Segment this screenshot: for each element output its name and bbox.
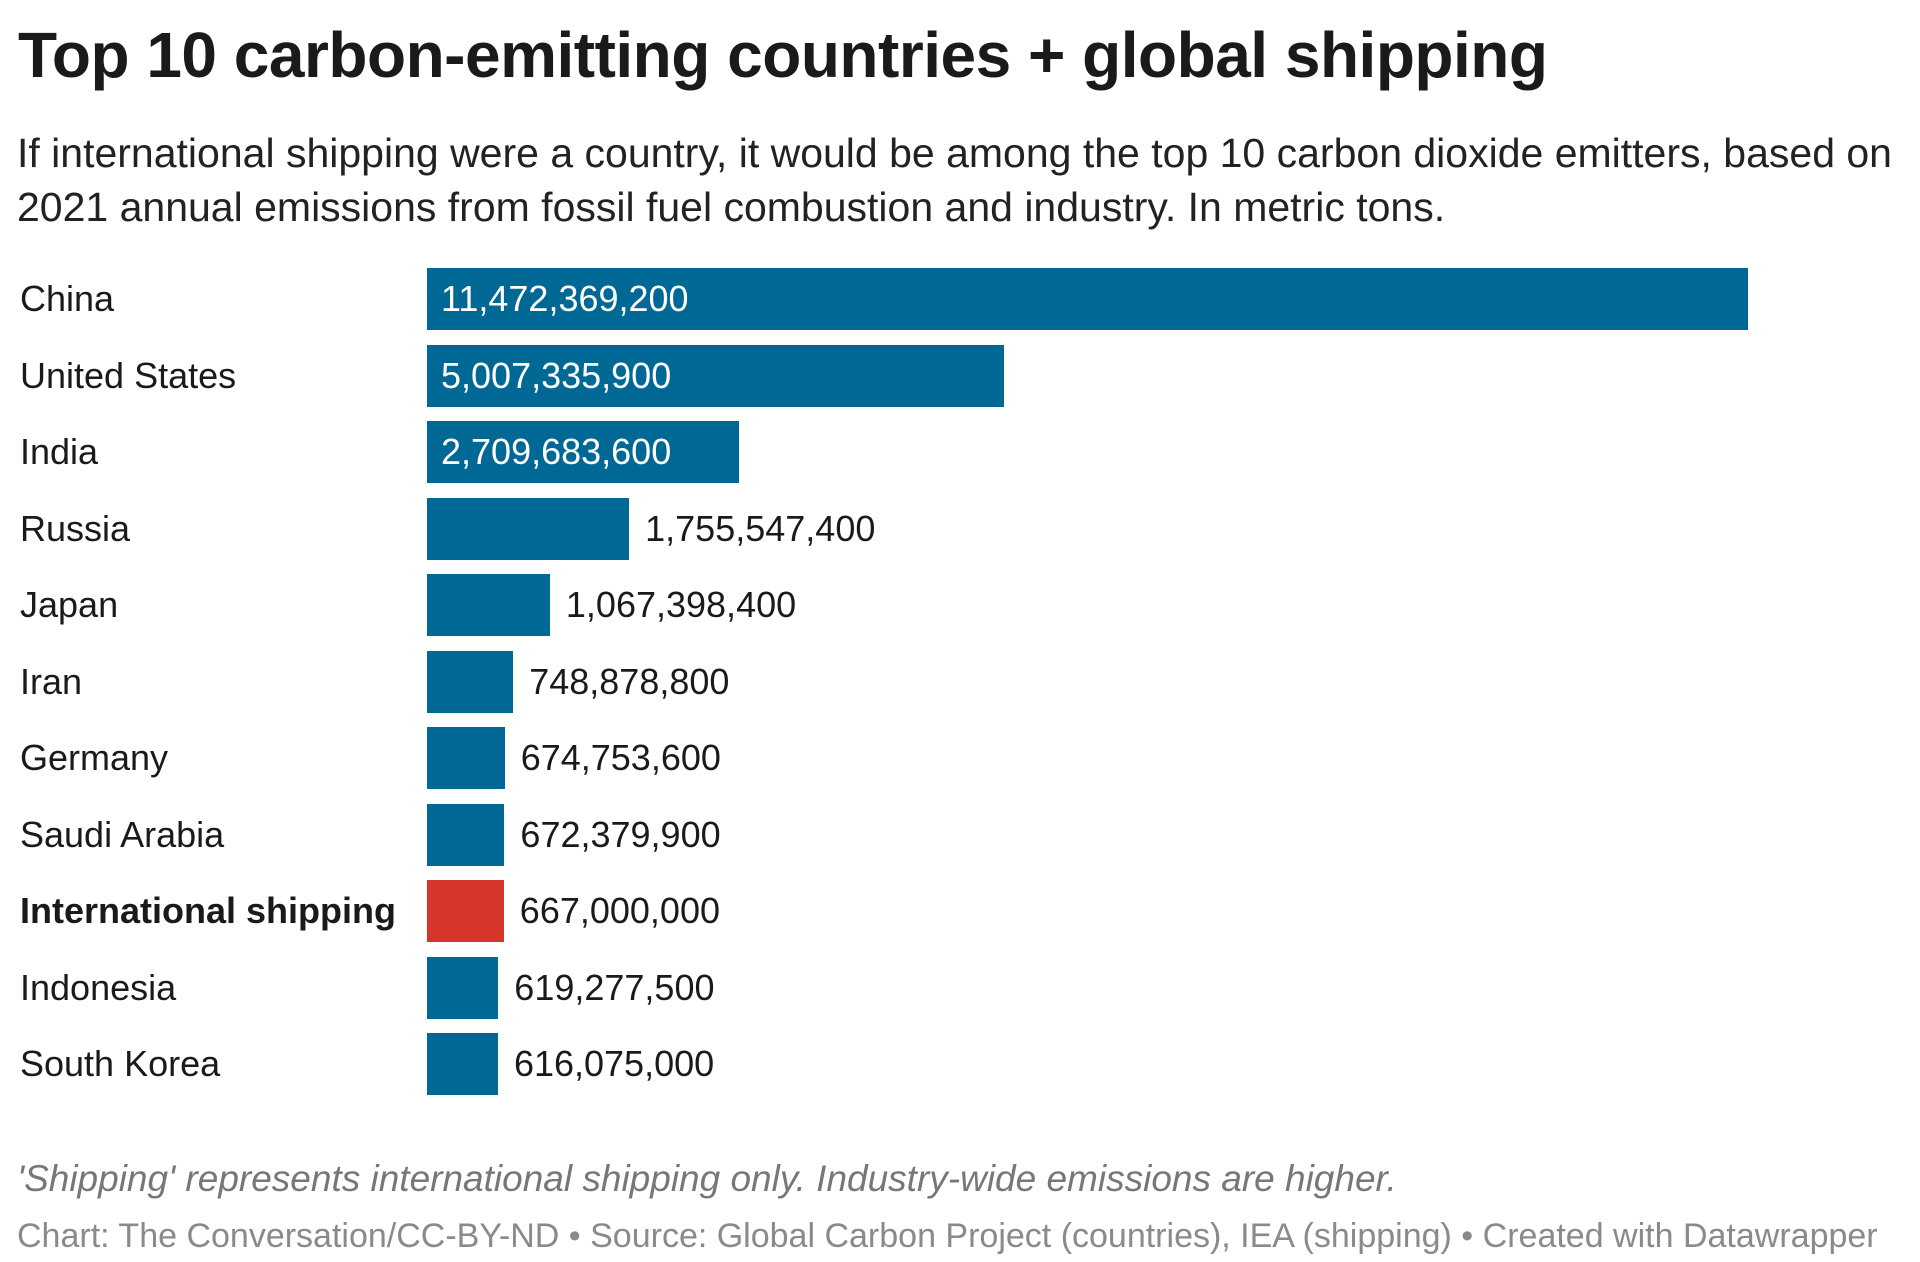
value-label: 11,472,369,200 [441,278,689,319]
chart-credit: Chart: The Conversation/CC-BY-ND • Sourc… [17,1217,1878,1255]
category-label: Iran [20,660,83,702]
bar-iran [427,650,514,713]
chart-title: Top 10 carbon-emitting countries + globa… [18,19,1548,91]
bar-saudi-arabia [427,803,505,866]
bar-united-states [427,344,1004,407]
value-label: 2,709,683,600 [441,431,672,472]
bar-south-korea [427,1033,498,1095]
value-label: 5,007,335,900 [441,354,672,396]
value-label: 616,075,000 [513,1043,715,1084]
bar-japan [427,574,550,636]
value-label: 667,000,000 [519,890,720,931]
category-label: India [20,431,99,472]
category-label: South Korea [20,1043,221,1084]
category-label: United States [20,354,237,396]
value-label: 674,753,600 [520,737,721,778]
bar-russia [427,497,630,560]
chart-note: 'Shipping' represents international ship… [17,1158,1397,1199]
category-label: International shipping [20,890,396,931]
chart-subtitle: If international shipping were a country… [17,130,1892,230]
value-label: 619,277,500 [514,966,715,1008]
category-label: Russia [20,507,131,549]
category-label: China [20,278,115,319]
category-label: Germany [20,737,169,778]
category-label: Indonesia [20,966,177,1008]
bar-india [427,421,739,483]
value-label: 748,878,800 [529,660,730,702]
value-label: 1,755,547,400 [645,507,876,549]
bar-indonesia [427,956,499,1019]
bar-international-shipping [427,880,504,942]
bar-china [427,268,1748,330]
value-label: 1,067,398,400 [565,584,797,625]
category-label: Japan [20,584,119,625]
bar-germany [427,727,505,789]
value-label: 672,379,900 [520,813,721,855]
category-label: Saudi Arabia [20,813,225,855]
